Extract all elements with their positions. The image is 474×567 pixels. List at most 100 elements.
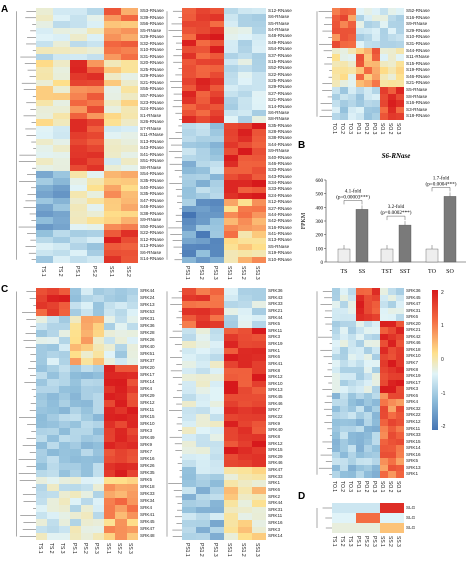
heatmap-cell	[36, 470, 48, 478]
heatmap-cell	[53, 236, 71, 244]
heatmap-cell	[70, 470, 82, 478]
gene-label: S46-RNase	[406, 73, 430, 79]
heatmap-cell	[196, 440, 211, 448]
heatmap-cell	[182, 486, 197, 494]
heatmap-cell	[364, 353, 373, 361]
gene-label: SRK14	[140, 379, 155, 385]
heatmap-cell	[70, 21, 88, 28]
heatmap-cell	[224, 321, 239, 329]
heatmap-cell	[224, 500, 239, 508]
heatmap-cell	[396, 445, 405, 453]
heatmap-cell	[372, 27, 381, 35]
heatmap-cell	[121, 66, 139, 74]
heatmap-cell	[396, 464, 405, 472]
gene-label: SRK10	[140, 421, 155, 427]
heatmap-cell	[340, 379, 349, 387]
heatmap-cell	[36, 204, 54, 212]
heatmap-cell	[348, 100, 357, 108]
gene-label: S52-RNase	[406, 7, 430, 13]
heatmap-cell	[364, 100, 373, 108]
gene-label: S29-RNase	[140, 34, 164, 40]
heatmap-cell	[196, 414, 211, 422]
heatmap-cell	[238, 90, 253, 98]
heatmap-cell	[238, 122, 253, 130]
gene-label: SRK13	[406, 464, 421, 470]
heatmap-cell	[53, 119, 71, 127]
heatmap-cell	[364, 60, 373, 68]
gene-label: S8-RNase	[406, 93, 428, 99]
heatmap-cell	[47, 519, 60, 527]
heatmap-cell	[104, 316, 116, 324]
heatmap-cell	[104, 442, 116, 450]
gene-label: SRK6	[268, 486, 281, 492]
heatmap-cell	[36, 243, 54, 251]
heatmap-cell	[70, 217, 88, 225]
heatmap-cell	[332, 288, 341, 295]
y-tick-label: 600	[316, 179, 324, 184]
heatmap-cell	[126, 435, 139, 443]
heatmap-cell	[238, 8, 253, 15]
heatmap-cell	[340, 14, 349, 22]
heatmap-cell	[252, 467, 267, 475]
heatmap-cell	[356, 301, 365, 309]
heatmap-cell	[182, 122, 197, 130]
heatmap-cell	[340, 80, 349, 88]
heatmap-cell	[58, 351, 71, 359]
gene-label: SRK32	[406, 405, 421, 411]
heatmap-cell	[396, 432, 405, 440]
heatmap-cell	[210, 307, 225, 315]
gene-label: SRK22	[406, 412, 421, 418]
heatmap-cell	[252, 129, 267, 136]
heatmap-cell	[36, 171, 54, 179]
gene-label: S39-RNase	[140, 14, 164, 20]
heatmap-cell	[388, 392, 397, 400]
heatmap-cell	[87, 223, 105, 231]
gene-label: S25-RNase	[140, 66, 164, 72]
heatmap-cell	[53, 249, 71, 257]
heatmap-cell	[182, 453, 197, 461]
heatmap-cell	[348, 353, 357, 361]
heatmap-cell	[238, 205, 253, 213]
heatmap-cell	[121, 184, 139, 192]
heatmap-cell	[348, 386, 357, 394]
gene-label: SRK40	[140, 344, 155, 350]
heatmap-cell	[252, 161, 267, 168]
heatmap-cell	[364, 106, 373, 114]
p-value-label: (p=0.0002***)	[380, 209, 411, 216]
heatmap-cell	[224, 414, 239, 422]
sample-label: PS.1	[355, 536, 361, 547]
heatmap-cell	[36, 295, 48, 303]
heatmap-cell	[70, 309, 82, 317]
color-scale-tick: 0	[441, 357, 444, 363]
heatmap-cell	[396, 100, 405, 108]
heatmap-cell	[47, 323, 60, 331]
gene-label: SRK44	[140, 288, 155, 294]
dendrogram	[316, 11, 332, 117]
heatmap-cell	[224, 506, 239, 514]
heatmap-cell	[388, 47, 397, 55]
heatmap-cell	[396, 314, 405, 322]
sample-label: SS1.3	[254, 266, 260, 280]
heatmap-cell	[196, 141, 211, 149]
y-tick-label: 0	[321, 261, 324, 266]
heatmap-cell	[126, 288, 139, 296]
x-tick-label: SS	[359, 269, 366, 275]
heatmap-cell	[380, 503, 389, 514]
heatmap-cell	[332, 34, 341, 42]
heatmap-cell	[92, 498, 105, 506]
heatmap-cell	[70, 456, 82, 464]
heatmap-cell	[332, 360, 341, 367]
heatmap-cell	[210, 218, 225, 226]
heatmap-cell	[252, 427, 267, 435]
heatmap-cell	[388, 445, 397, 453]
heatmap-cell	[196, 205, 211, 213]
heatmap-cell	[104, 428, 116, 436]
heatmap-cell	[238, 307, 253, 315]
heatmap-cell	[372, 346, 381, 354]
heatmap-cell	[252, 520, 267, 528]
heatmap-cell	[224, 129, 239, 136]
heatmap-cell	[47, 379, 60, 387]
heatmap-cell	[104, 249, 122, 257]
heatmap-cell	[348, 40, 357, 48]
heatmap-cell	[340, 27, 349, 35]
